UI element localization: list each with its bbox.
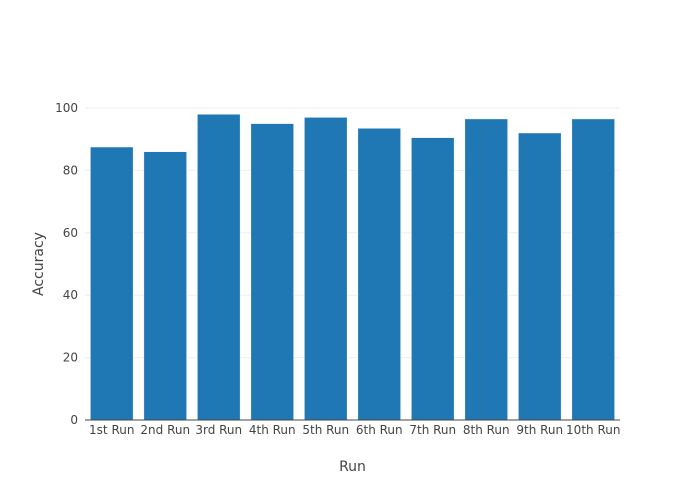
bar-2[interactable] xyxy=(143,151,187,421)
x-tick-labels: 1st Run 2nd Run 3rd Run 4th Run 5th Run 6th R… xyxy=(89,423,620,437)
bar-8[interactable] xyxy=(464,118,508,421)
bar-6[interactable] xyxy=(357,128,401,421)
x-tick-label: 6th Run xyxy=(356,423,403,437)
bar-7[interactable] xyxy=(411,137,455,421)
bar-5[interactable] xyxy=(304,117,348,421)
x-tick-label: 5th Run xyxy=(302,423,349,437)
x-tick-label: 3rd Run xyxy=(195,423,242,437)
x-tick-label: 1st Run xyxy=(89,423,134,437)
bars xyxy=(90,113,615,421)
x-tick-label: 2nd Run xyxy=(140,423,190,437)
y-tick-label: 0 xyxy=(70,413,78,427)
x-tick-label: 7th Run xyxy=(409,423,456,437)
y-tick-label: 40 xyxy=(63,288,78,302)
y-axis-title: Accuracy xyxy=(31,232,47,296)
x-tick-label: 10th Run xyxy=(566,423,620,437)
x-tick-label: 9th Run xyxy=(516,423,563,437)
y-tick-label: 60 xyxy=(63,226,78,240)
x-tick-label: 8th Run xyxy=(463,423,510,437)
y-tick-label: 80 xyxy=(63,163,78,177)
y-tick-label: 20 xyxy=(63,351,78,365)
x-axis-title: Run xyxy=(339,459,366,475)
bar-1[interactable] xyxy=(90,146,134,421)
y-tick-labels: 0 20 40 60 80 100 xyxy=(55,101,78,427)
bar-9[interactable] xyxy=(518,132,562,421)
bar-10[interactable] xyxy=(571,118,615,421)
x-tick-label: 4th Run xyxy=(249,423,296,437)
bar-4[interactable] xyxy=(250,123,294,421)
y-tick-label: 100 xyxy=(55,101,78,115)
bar-3[interactable] xyxy=(197,113,241,421)
